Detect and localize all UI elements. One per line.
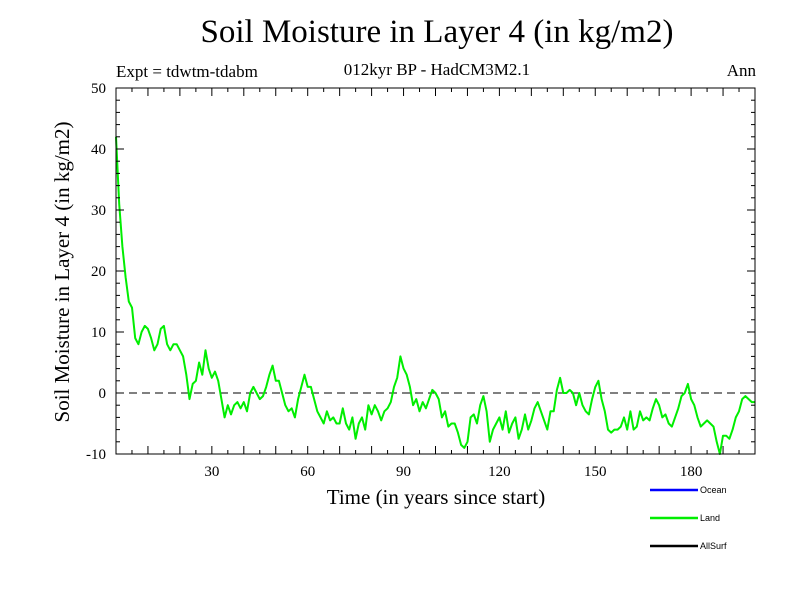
y-tick-label: 10 xyxy=(91,325,106,341)
chart-title: Soil Moisture in Layer 4 (in kg/m2) xyxy=(200,14,674,50)
y-tick-label: 30 xyxy=(91,203,106,219)
y-tick-label: 50 xyxy=(91,81,106,97)
y-tick-label: -10 xyxy=(86,447,106,463)
x-tick-label: 180 xyxy=(680,464,703,480)
legend-label-land: Land xyxy=(700,513,720,523)
x-axis-label: Time (in years since start) xyxy=(327,485,546,509)
x-tick-label: 120 xyxy=(488,464,511,480)
legend: Ocean Land AllSurf xyxy=(650,485,727,551)
y-axis-label: Soil Moisture in Layer 4 (in kg/m2) xyxy=(50,122,74,423)
legend-label-ocean: Ocean xyxy=(700,485,727,495)
series-layer xyxy=(115,136,755,455)
y-tick-label: 40 xyxy=(91,142,106,158)
x-tick-label: 30 xyxy=(204,464,219,480)
x-tick-label: 90 xyxy=(396,464,411,480)
tick-layer: 30 60 90 120 150 180 50 40 30 20 10 0 -10 xyxy=(86,81,755,480)
frame-layer xyxy=(115,87,756,455)
y-tick-label: 20 xyxy=(91,264,106,280)
legend-label-allsurf: AllSurf xyxy=(700,541,727,551)
plot-frame xyxy=(115,87,756,455)
chart-subtitle: 012kyr BP - HadCM3M2.1 xyxy=(343,60,531,79)
series-line-land xyxy=(115,136,755,455)
x-tick-label: 60 xyxy=(300,464,315,480)
x-tick-label: 150 xyxy=(584,464,607,480)
experiment-label: Expt = tdwtm-tdabm xyxy=(116,62,258,81)
y-tick-label: 0 xyxy=(99,386,107,402)
period-label: Ann xyxy=(726,61,756,80)
